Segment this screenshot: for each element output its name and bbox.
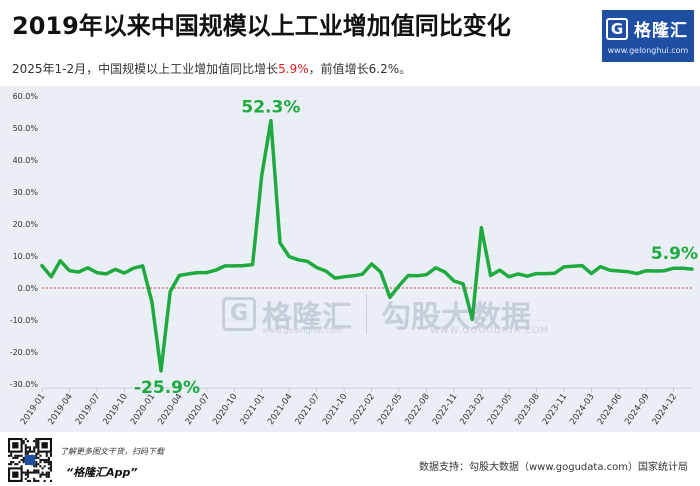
page-title: 2019年以来中国规模以上工业增加值同比变化: [12, 12, 511, 40]
y-tick-label: 60.0%: [13, 92, 39, 101]
x-tick-label: 2023-05: [486, 392, 515, 427]
y-tick-label: -20.0%: [10, 348, 39, 357]
x-tick-label: 2021-10: [321, 392, 350, 427]
y-tick-label: 10.0%: [13, 252, 39, 261]
brand-name: 格隆汇: [634, 21, 688, 41]
footer-app-name: “格隆汇App”: [66, 466, 138, 479]
line-chart: -30.0% -20.0% -10.0% 0.0% 10.0% 20.0% 30.0% 40.…: [10, 92, 698, 427]
y-tick-label: -10.0%: [10, 316, 39, 325]
y-tick-label: 50.0%: [13, 124, 39, 133]
data-label: -25.9%: [134, 378, 200, 398]
x-tick-label: 2019-10: [101, 392, 130, 427]
x-tick-label: 2024-12: [651, 392, 680, 427]
x-tick-label: 2024-03: [568, 392, 597, 427]
subtitle-highlight: 5.9%: [278, 62, 309, 76]
y-tick-label: 30.0%: [13, 188, 39, 197]
x-tick-label: 2023-08: [513, 392, 542, 427]
footer-tagline: 了解更多图文干货，扫码下载: [60, 447, 164, 456]
y-tick-label: 0.0%: [18, 284, 39, 293]
x-tick-label: 2021-01: [239, 392, 268, 427]
x-tick-label: 2023-02: [458, 392, 487, 427]
x-tick-label: 2022-11: [431, 392, 460, 427]
chart-area: -30.0% -20.0% -10.0% 0.0% 10.0% 20.0% 30.0% 40.…: [0, 86, 700, 432]
subtitle-prefix: 2025年1-2月，中国规模以上工业增加值同比增长: [12, 62, 279, 76]
qr-code-icon: [8, 438, 52, 482]
x-tick-label: 2020-10: [211, 392, 240, 427]
y-tick-label: 40.0%: [13, 156, 39, 165]
y-tick-label: 20.0%: [13, 220, 39, 229]
x-tick-label: 2023-11: [541, 392, 570, 427]
data-label: 52.3%: [241, 98, 300, 118]
x-tick-label: 2024-06: [596, 392, 625, 427]
x-tick-label: 2019-07: [74, 392, 103, 427]
x-tick-label: 2021-04: [266, 392, 295, 427]
g-logo-icon: G: [606, 17, 628, 40]
brand-site: www.gelonghui.com: [607, 46, 689, 55]
subtitle-suffix: ，前值增长6.2%。: [308, 62, 412, 76]
data-label: 5.9%: [651, 244, 698, 264]
y-tick-label: -30.0%: [10, 380, 39, 389]
series-line: [40, 118, 694, 373]
x-tick-label: 2022-08: [403, 392, 432, 427]
x-tick-label: 2022-05: [376, 392, 405, 427]
x-tick-label: 2022-02: [348, 392, 377, 427]
x-tick-label: 2021-07: [294, 392, 323, 427]
qr-code: [8, 438, 52, 482]
x-tick-label: 2019-01: [19, 392, 48, 427]
page-subtitle: 2025年1-2月，中国规模以上工业增加值同比增长5.9%，前值增长6.2%。: [12, 60, 411, 77]
brand-logo: G 格隆汇 www.gelonghui.com: [602, 10, 694, 62]
x-tick-label: 2024-09: [623, 392, 652, 427]
data-source: 数据支持：勾股大数据（www.gogudata.com）国家统计局: [418, 462, 688, 473]
x-tick-label: 2019-04: [46, 392, 75, 427]
